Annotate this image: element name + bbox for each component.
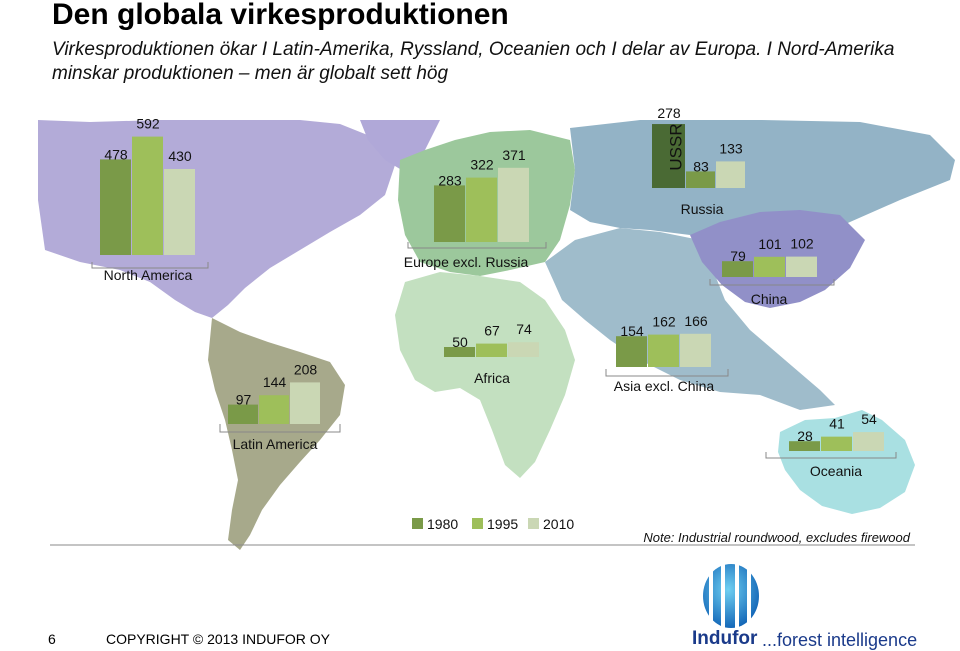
bar-asia-excl-china-1 (648, 334, 679, 367)
data-label-ussr-0: 278 (657, 105, 681, 121)
data-label-europe-excl-russia-0: 283 (438, 172, 462, 188)
data-label-china-0: 79 (730, 248, 746, 264)
legend-swatch-1980 (412, 518, 423, 529)
bar-north-america-2 (164, 169, 195, 255)
region-label-russia: Russia (681, 201, 724, 217)
bar-asia-excl-china-0 (616, 336, 647, 367)
region-label-asia: Asia excl. China (614, 378, 715, 394)
region-label-oceania: Oceania (810, 463, 862, 479)
bar-china-1 (754, 256, 785, 277)
bar-ussr-0 (652, 124, 685, 188)
bracket-lines (91, 242, 897, 459)
data-label-oceania-1: 41 (829, 416, 845, 432)
legend: 1980 1995 2010 (412, 516, 574, 532)
data-label-latin-america-0: 97 (236, 392, 252, 408)
data-label-africa-2: 74 (516, 321, 532, 337)
region-label-europe: Europe excl. Russia (404, 254, 529, 270)
bracket-north-america (91, 262, 209, 269)
page-title: Den globala virkesproduktionen (52, 0, 509, 31)
region-label-latin-america: Latin America (233, 436, 318, 452)
data-label-europe-excl-russia-1: 322 (470, 157, 494, 173)
data-label-asia-excl-china-2: 166 (684, 313, 708, 329)
bar-oceania-1 (821, 436, 852, 451)
bar-asia-excl-china-2 (680, 333, 711, 367)
bar-china-0 (722, 261, 753, 277)
data-label-europe-excl-russia-2: 371 (502, 147, 526, 163)
chart-note: Note: Industrial roundwood, excludes fir… (643, 530, 910, 545)
bar-africa-1 (476, 343, 507, 357)
data-label-russia-1: 133 (719, 140, 743, 156)
bar-africa-2 (508, 342, 539, 357)
bar-europe-excl-russia-2 (498, 167, 529, 242)
logo-tagline: ...forest intelligence (762, 630, 918, 650)
legend-label-2010: 2010 (543, 516, 574, 532)
data-label-africa-1: 67 (484, 323, 500, 339)
page-subtitle: Virkesproduktionen ökar I Latin-Amerika,… (52, 39, 895, 84)
bar-north-america-0 (100, 159, 131, 255)
map-latin-america (208, 318, 345, 550)
data-label-china-1: 101 (758, 236, 782, 252)
bar-latin-america-2 (290, 382, 320, 424)
bar-latin-america-0 (228, 404, 258, 424)
data-label-africa-0: 50 (452, 334, 468, 350)
bar-europe-excl-russia-0 (434, 185, 465, 242)
data-label-north-america-1: 592 (136, 116, 160, 132)
legend-label-1980: 1980 (427, 516, 458, 532)
bar-russia-1 (716, 161, 745, 188)
region-label-africa: Africa (474, 370, 510, 386)
map-africa (395, 272, 575, 478)
legend-swatch-2010 (528, 518, 539, 529)
bracket-europe (407, 242, 547, 249)
map-asia (545, 228, 835, 410)
region-label-ussr: USSR (666, 123, 685, 170)
map-greenland (360, 120, 440, 172)
bars-layer: 478 592 430 97 144 208 283 322 371 50 67 74 278 83 133… (100, 105, 884, 451)
bar-china-2 (786, 256, 817, 277)
data-label-asia-excl-china-0: 154 (620, 323, 644, 339)
bracket-china (709, 279, 835, 286)
map-oceania (778, 410, 915, 514)
region-label-north-america: North America (104, 267, 193, 283)
bar-north-america-1 (132, 136, 163, 255)
legend-swatch-1995 (472, 518, 483, 529)
map-north-america (38, 120, 395, 318)
data-label-latin-america-2: 208 (294, 361, 318, 377)
data-label-russia-0: 83 (693, 158, 709, 174)
bar-europe-excl-russia-1 (466, 177, 497, 242)
copyright: COPYRIGHT © 2013 INDUFOR OY (106, 631, 330, 647)
bar-oceania-2 (853, 432, 884, 451)
region-label-china: China (751, 291, 788, 307)
data-label-north-america-0: 478 (104, 146, 128, 162)
bracket-latin-america (219, 424, 341, 433)
globe-icon (703, 562, 759, 630)
indufor-logo: Indufor ...forest intelligence (690, 560, 950, 650)
data-label-latin-america-1: 144 (263, 374, 287, 390)
data-label-oceania-0: 28 (797, 428, 813, 444)
bracket-oceania (765, 452, 897, 459)
bar-oceania-0 (789, 441, 820, 451)
logo-wordmark: Indufor (692, 628, 758, 649)
page-number: 6 (48, 631, 56, 647)
bracket-asia (605, 369, 729, 377)
data-label-china-2: 102 (790, 236, 814, 252)
bar-russia-0 (686, 171, 715, 188)
data-label-asia-excl-china-1: 162 (652, 314, 676, 330)
legend-label-1995: 1995 (487, 516, 518, 532)
bar-latin-america-1 (259, 395, 289, 424)
data-label-oceania-2: 54 (861, 411, 877, 427)
bar-africa-0 (444, 347, 475, 357)
data-label-north-america-2: 430 (168, 148, 192, 164)
world-production-chart: 478 592 430 97 144 208 283 322 371 50 67 74 278 83 133… (38, 105, 955, 550)
